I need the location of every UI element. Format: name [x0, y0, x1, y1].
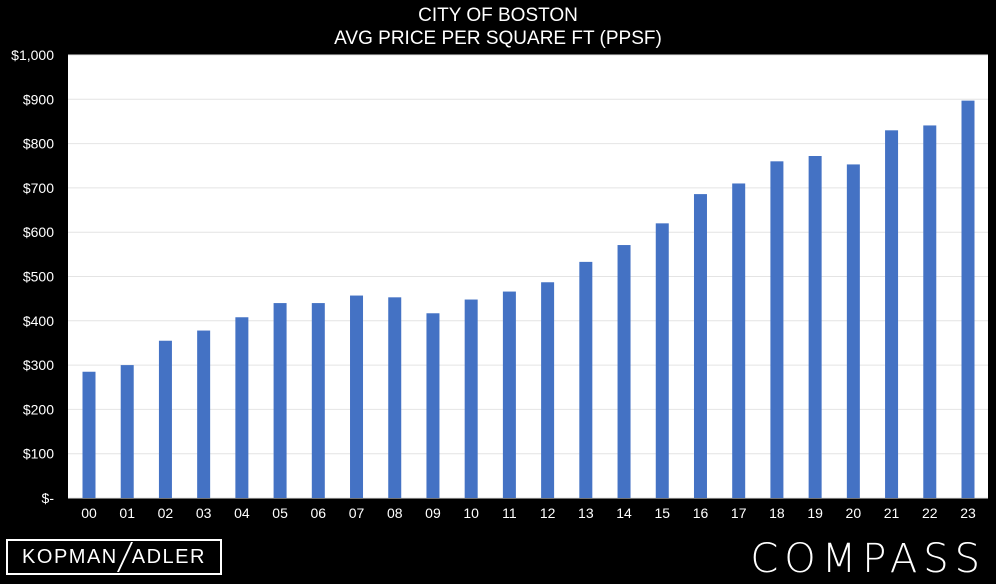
y-tick-label: $300	[23, 357, 54, 373]
compass-logo: COMPASS	[750, 536, 986, 582]
bar-18	[770, 161, 784, 498]
bar-03	[197, 330, 211, 498]
bar-06	[311, 303, 325, 498]
y-tick-label: $900	[23, 91, 54, 107]
y-tick-label: $800	[23, 136, 54, 152]
x-tick-label-22: 22	[922, 505, 938, 521]
x-tick-label-20: 20	[846, 505, 862, 521]
x-tick-label-05: 05	[272, 505, 288, 521]
y-tick-label: $500	[23, 269, 54, 285]
x-tick-label-17: 17	[731, 505, 747, 521]
x-tick-label-19: 19	[807, 505, 823, 521]
x-tick-label-11: 11	[502, 505, 517, 521]
bar-13	[579, 261, 593, 498]
x-tick-label-15: 15	[654, 505, 670, 521]
y-tick-label: $200	[23, 401, 54, 417]
bar-22	[923, 125, 937, 498]
bar-09	[426, 313, 440, 498]
x-tick-label-10: 10	[463, 505, 479, 521]
y-tick-label: $400	[23, 313, 54, 329]
y-tick-label: $1,000	[11, 47, 54, 63]
y-tick-label: $-	[42, 490, 55, 506]
x-tick-label-13: 13	[578, 505, 594, 521]
x-tick-label-00: 00	[81, 505, 97, 521]
bar-20	[846, 164, 860, 498]
bar-04	[235, 317, 249, 498]
bar-17	[732, 183, 746, 498]
bar-12	[541, 282, 555, 498]
bar-15	[655, 223, 669, 498]
x-tick-label-01: 01	[119, 505, 135, 521]
x-tick-label-21: 21	[884, 505, 900, 521]
y-tick-labels: $- $100 $200 $300 $400 $500 $600 $700 $800 $900 $1…	[11, 47, 54, 506]
bar-16	[693, 194, 707, 499]
logo-text-kopman: KOPMAN	[22, 545, 118, 568]
x-tick-label-09: 09	[425, 505, 441, 521]
bar-05	[273, 303, 287, 498]
x-tick-label-06: 06	[311, 505, 327, 521]
bar-19	[808, 156, 822, 498]
x-tick-label-07: 07	[349, 505, 365, 521]
bar-01	[120, 365, 134, 498]
x-tick-label-12: 12	[540, 505, 556, 521]
bar-11	[502, 291, 516, 498]
kopman-adler-logo: KOPMAN ADLER	[6, 539, 222, 575]
title-line-2: AVG PRICE PER SQUARE FT (PPSF)	[334, 28, 662, 49]
bar-07	[350, 295, 364, 498]
x-tick-label-18: 18	[769, 505, 785, 521]
x-tick-label-08: 08	[387, 505, 403, 521]
x-tick-label-02: 02	[158, 505, 174, 521]
x-tick-labels: 00 01 02 03 04 05 06 07 08 09 10 11 12 13 14 15 16 17 18 19…	[81, 505, 976, 521]
bar-00	[82, 371, 96, 498]
chart-title: CITY OF BOSTON AVG PRICE PER SQUARE FT (…	[0, 4, 996, 50]
x-tick-label-04: 04	[234, 505, 250, 521]
bar-10	[464, 299, 478, 498]
bar-21	[885, 130, 899, 498]
y-tick-label: $700	[23, 180, 54, 196]
bars	[82, 100, 975, 499]
logo-slash	[116, 542, 133, 572]
x-tick-label-14: 14	[616, 505, 632, 521]
x-tick-label-03: 03	[196, 505, 212, 521]
bar-23	[961, 100, 975, 498]
x-tick-label-23: 23	[960, 505, 976, 521]
bar-08	[388, 297, 402, 498]
bar-14	[617, 245, 631, 498]
y-tick-label: $600	[23, 224, 54, 240]
logo-text-adler: ADLER	[131, 545, 206, 568]
gridlines	[68, 54, 988, 499]
bar-02	[158, 340, 172, 498]
title-line-1: CITY OF BOSTON	[418, 5, 578, 26]
x-tick-label-16: 16	[693, 505, 709, 521]
y-tick-label: $100	[23, 446, 54, 462]
